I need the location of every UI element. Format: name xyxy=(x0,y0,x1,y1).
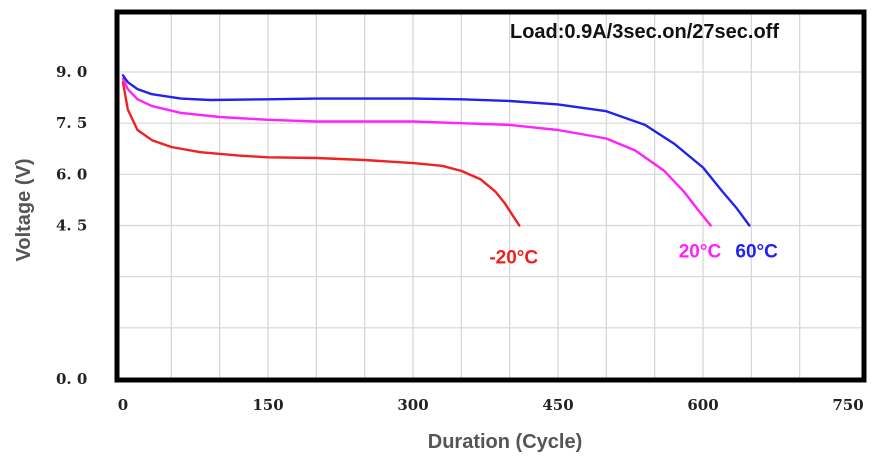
y-tick-label: 6. 0 xyxy=(56,165,87,183)
y-tick-label: 4. 5 xyxy=(56,217,87,235)
series-labels: -20°C 20°C 60°C xyxy=(489,242,778,269)
x-tick-label: 0 xyxy=(118,396,128,414)
y-axis-title: Voltage (V) xyxy=(13,159,35,262)
series-lines xyxy=(121,74,751,227)
series-label: 60°C xyxy=(735,242,778,263)
x-tick-label: 150 xyxy=(252,396,283,414)
y-tick-label: 7. 5 xyxy=(56,114,87,132)
series-line xyxy=(121,74,751,227)
x-axis-title: Duration (Cycle) xyxy=(428,431,582,453)
series-label: 20°C xyxy=(679,242,722,263)
series-label: -20°C xyxy=(489,248,538,269)
y-tick-labels: 0. 0 4. 5 6. 0 7. 5 9. 0 xyxy=(56,63,87,388)
x-tick-label: 600 xyxy=(687,396,718,414)
x-tick-label: 750 xyxy=(832,396,863,414)
plot-frame xyxy=(114,9,867,383)
grid-lines xyxy=(119,14,862,378)
x-tick-label: 450 xyxy=(542,396,573,414)
y-tick-label: 9. 0 xyxy=(56,63,87,81)
y-tick-label: 0. 0 xyxy=(56,370,87,388)
load-annotation: Load:0.9A/3sec.on/27sec.off xyxy=(510,21,779,43)
series-line xyxy=(121,77,712,227)
x-tick-labels: 0 150 300 450 600 750 xyxy=(118,396,864,414)
series-line xyxy=(121,80,521,227)
x-tick-label: 300 xyxy=(397,396,428,414)
